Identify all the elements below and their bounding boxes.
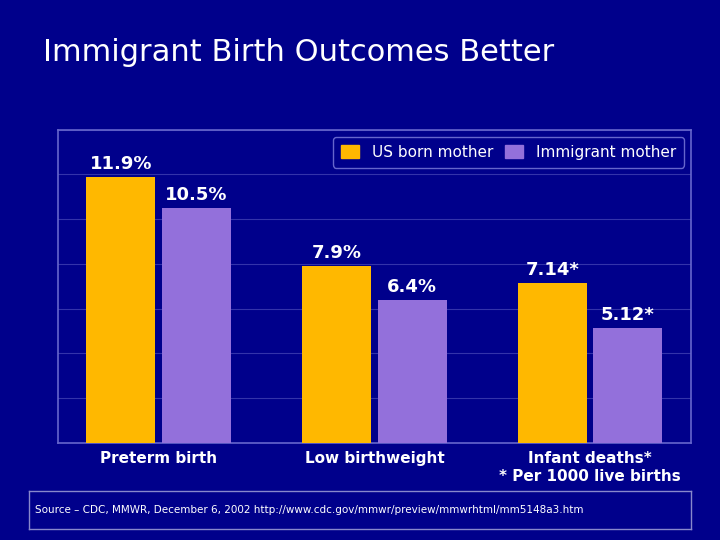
Text: 7.14*: 7.14* — [526, 261, 580, 279]
Bar — [162, 208, 231, 443]
Text: 5.12*: 5.12* — [601, 306, 654, 324]
Bar — [302, 266, 372, 443]
Text: 10.5%: 10.5% — [165, 186, 228, 204]
Bar — [593, 328, 662, 443]
Text: Immigrant Birth Outcomes Better: Immigrant Birth Outcomes Better — [43, 38, 554, 67]
Text: Source – CDC, MMWR, December 6, 2002 http://www.cdc.gov/mmwr/preview/mmwrhtml/mm: Source – CDC, MMWR, December 6, 2002 htt… — [35, 505, 584, 515]
Bar — [86, 177, 156, 443]
Text: 6.4%: 6.4% — [387, 278, 437, 295]
Text: 11.9%: 11.9% — [90, 154, 152, 173]
Text: 7.9%: 7.9% — [312, 244, 361, 262]
Legend: US born mother, Immigrant mother: US born mother, Immigrant mother — [333, 137, 683, 167]
Bar — [377, 300, 446, 443]
Bar — [518, 283, 587, 443]
